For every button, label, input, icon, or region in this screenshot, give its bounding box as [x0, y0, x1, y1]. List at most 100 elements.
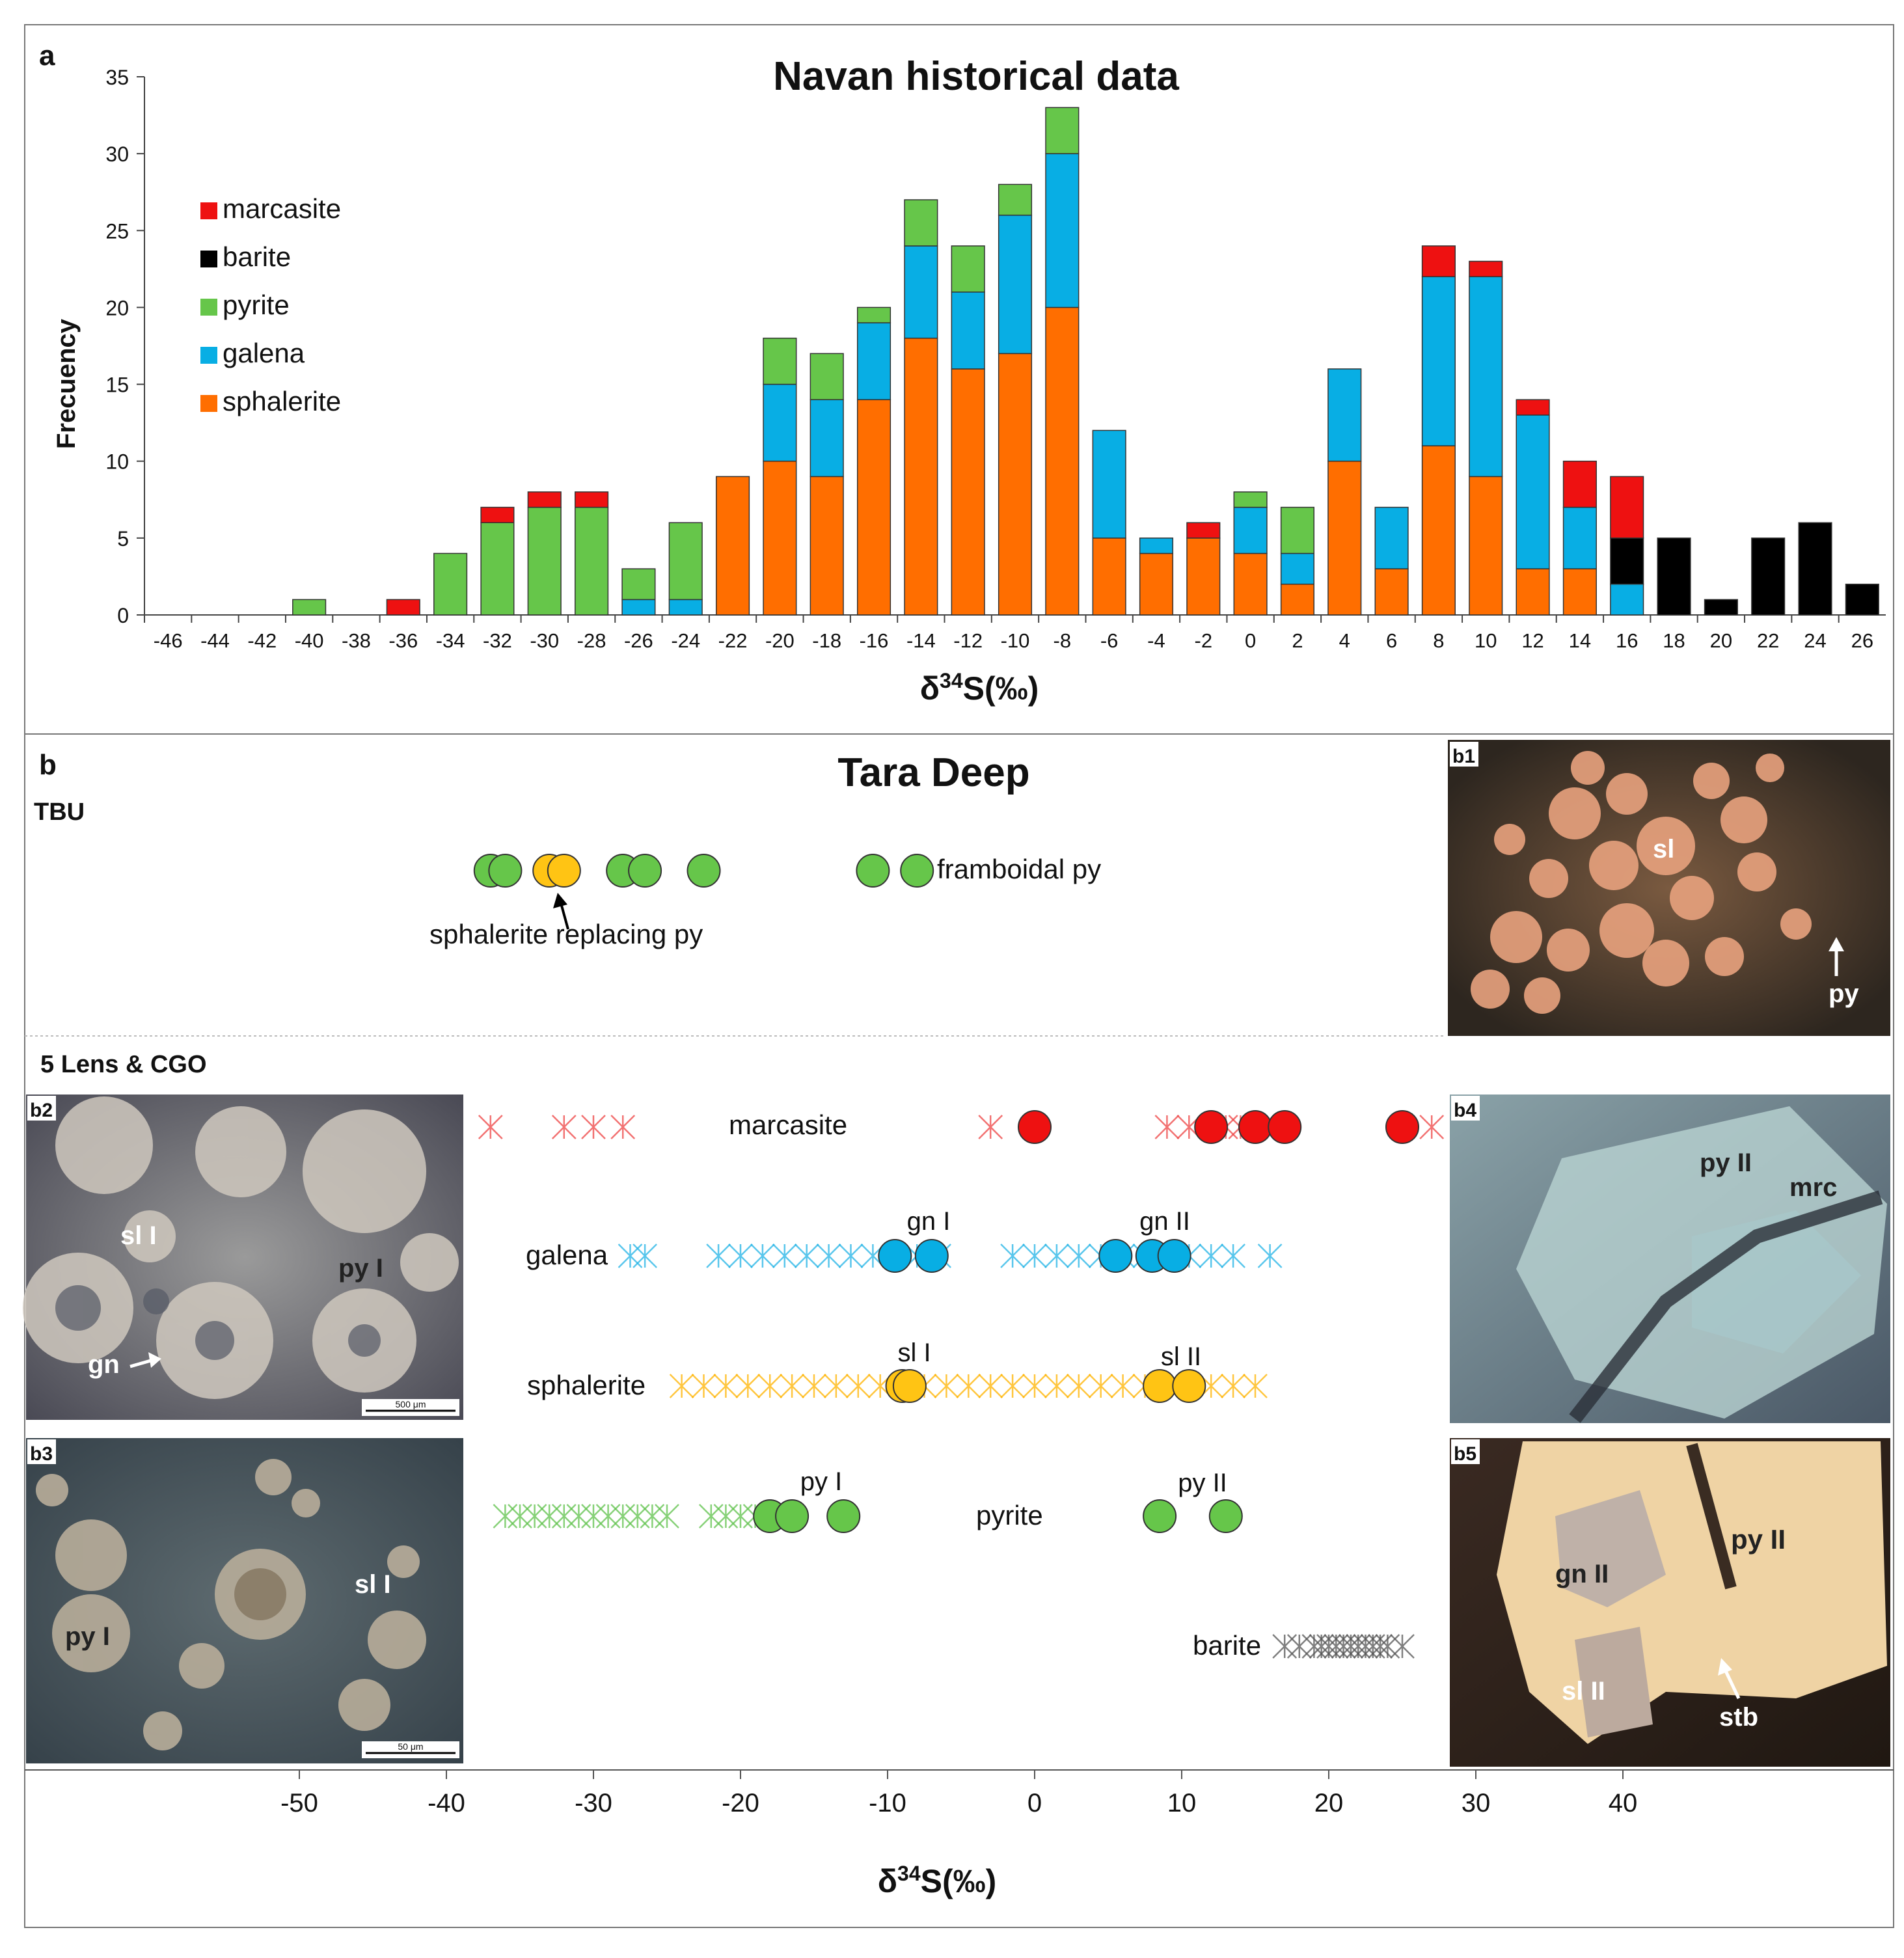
- galena-historical-point: [1066, 1244, 1091, 1268]
- tbu-sphalerite-point: [547, 854, 581, 888]
- legend-label-galena: galena: [223, 338, 305, 368]
- pyrite-historical-point: [522, 1504, 547, 1529]
- tbu-annot-arrowhead: [553, 893, 567, 908]
- panel-b-x-tick-label: 10: [1167, 1789, 1197, 1817]
- x-tick-label: -20: [765, 629, 795, 652]
- photo-b3: b3 sl I py I 50 μm: [26, 1438, 463, 1763]
- pyrite-historical-point: [566, 1504, 592, 1529]
- tbu-pyrite-point: [900, 854, 934, 888]
- sphalerite-historical-point: [824, 1374, 849, 1398]
- marcasite-study-point: [1238, 1110, 1272, 1144]
- pyrite-study-point: [826, 1499, 861, 1533]
- bar-galena: [1139, 537, 1174, 554]
- sphalerite-historical-point: [1066, 1374, 1091, 1398]
- sphalerite-historical-point: [780, 1374, 804, 1398]
- x-tick-label: 26: [1851, 629, 1873, 652]
- panel-b-x-tick-label: 0: [1027, 1789, 1042, 1817]
- x-tick-label: 14: [1569, 629, 1591, 652]
- sphalerite-study-point: [892, 1369, 927, 1403]
- x-tick-label: -40: [295, 629, 324, 652]
- galena-historical-point: [772, 1244, 797, 1268]
- marcasite-historical-point: [978, 1115, 1003, 1139]
- bar-pyrite: [763, 337, 797, 385]
- sphalerite-historical-point: [802, 1374, 826, 1398]
- photo-b4-label-mrc: mrc: [1789, 1173, 1837, 1202]
- x-tick-label: -26: [624, 629, 653, 652]
- bar-barite: [1704, 599, 1738, 616]
- panel-b-x-tick-label: 30: [1462, 1789, 1491, 1817]
- galena-historical-point: [1044, 1244, 1069, 1268]
- galena-historical-point: [816, 1244, 841, 1268]
- group-label-py1: py I: [800, 1467, 842, 1496]
- bar-galena: [1421, 276, 1456, 446]
- panel-b-x-tick-label: -30: [575, 1789, 612, 1817]
- bar-galena: [1374, 506, 1409, 569]
- bar-galena: [1233, 506, 1268, 554]
- x-tick-label: 10: [1475, 629, 1497, 652]
- x-tick-label: -46: [154, 629, 183, 652]
- bar-sphalerite: [1469, 476, 1503, 616]
- bar-galena: [904, 245, 938, 339]
- galena-historical-point: [728, 1244, 753, 1268]
- photo-b4-label-py: py II: [1700, 1149, 1752, 1177]
- galena-historical-point: [1199, 1244, 1224, 1268]
- panel-a-label: a: [39, 40, 55, 72]
- bar-barite: [1845, 583, 1879, 616]
- galena-study-point: [878, 1239, 912, 1273]
- y-tick-label: 5: [117, 527, 129, 551]
- x-tick-label: -24: [671, 629, 700, 652]
- y-tick-label: 30: [105, 143, 129, 166]
- panel-b-x-tick-label: -50: [280, 1789, 318, 1817]
- row-label-pyrite: pyrite: [976, 1500, 1043, 1530]
- x-tick-label: -34: [436, 629, 465, 652]
- pyrite-historical-point: [713, 1504, 739, 1529]
- photo-b5-label-gn: gn II: [1555, 1560, 1609, 1588]
- bar-marcasite: [575, 491, 609, 508]
- marcasite-historical-point: [1154, 1115, 1180, 1139]
- tbu-pyrite-point: [687, 854, 721, 888]
- sphalerite-historical-point: [1044, 1374, 1069, 1398]
- x-tick-label: 16: [1616, 629, 1638, 652]
- galena-historical-point: [1022, 1244, 1047, 1268]
- row-label-barite: barite: [1193, 1630, 1261, 1661]
- y-tick-label: 35: [105, 66, 129, 89]
- bar-galena: [951, 292, 985, 370]
- marcasite-historical-point: [581, 1115, 606, 1139]
- panel-b-title: Tara Deep: [837, 750, 1029, 795]
- legend-label-pyrite: pyrite: [223, 290, 290, 320]
- bar-galena: [1610, 583, 1644, 616]
- panel-a-xlabel: δ34S(‰): [920, 669, 1039, 707]
- legend-swatch-pyrite: [200, 299, 217, 316]
- photo-b3-tag: b3: [30, 1443, 53, 1465]
- bar-pyrite: [856, 306, 891, 323]
- bar-sphalerite: [1280, 583, 1315, 616]
- pyrite-historical-point: [625, 1504, 650, 1529]
- galena-historical-point: [794, 1244, 819, 1268]
- panel-a-bars: [292, 107, 1879, 616]
- bar-galena: [763, 383, 797, 462]
- pyrite-study-point: [775, 1499, 809, 1533]
- bar-barite: [1751, 537, 1786, 616]
- row-label-galena: galena: [526, 1240, 608, 1270]
- pyrite-study-point: [1143, 1499, 1177, 1533]
- photo-b2-label-gn: gn: [88, 1350, 120, 1379]
- bar-pyrite: [621, 568, 656, 601]
- photo-b5-label-stb: stb: [1719, 1703, 1758, 1732]
- pyrite-historical-point: [595, 1504, 621, 1529]
- x-tick-label: 18: [1663, 629, 1685, 652]
- bar-galena: [1045, 153, 1080, 308]
- marcasite-historical-point: [478, 1115, 503, 1139]
- sphalerite-historical-point: [956, 1374, 981, 1398]
- galena-historical-point: [750, 1244, 775, 1268]
- group-label-gn1: gn I: [907, 1207, 951, 1236]
- photo-b2-label-py: py I: [338, 1254, 383, 1283]
- row-label-marcasite: marcasite: [729, 1109, 847, 1140]
- bar-sphalerite: [1374, 568, 1409, 616]
- marcasite-historical-point: [1419, 1115, 1445, 1139]
- sphalerite-historical-point: [713, 1374, 739, 1398]
- legend-label-marcasite: marcasite: [223, 193, 341, 224]
- pyrite-historical-point: [698, 1504, 724, 1529]
- galena-historical-point: [838, 1244, 864, 1268]
- photo-b5-label-py: py II: [1731, 1524, 1786, 1555]
- panel-b-x-tick-label: -20: [722, 1789, 759, 1817]
